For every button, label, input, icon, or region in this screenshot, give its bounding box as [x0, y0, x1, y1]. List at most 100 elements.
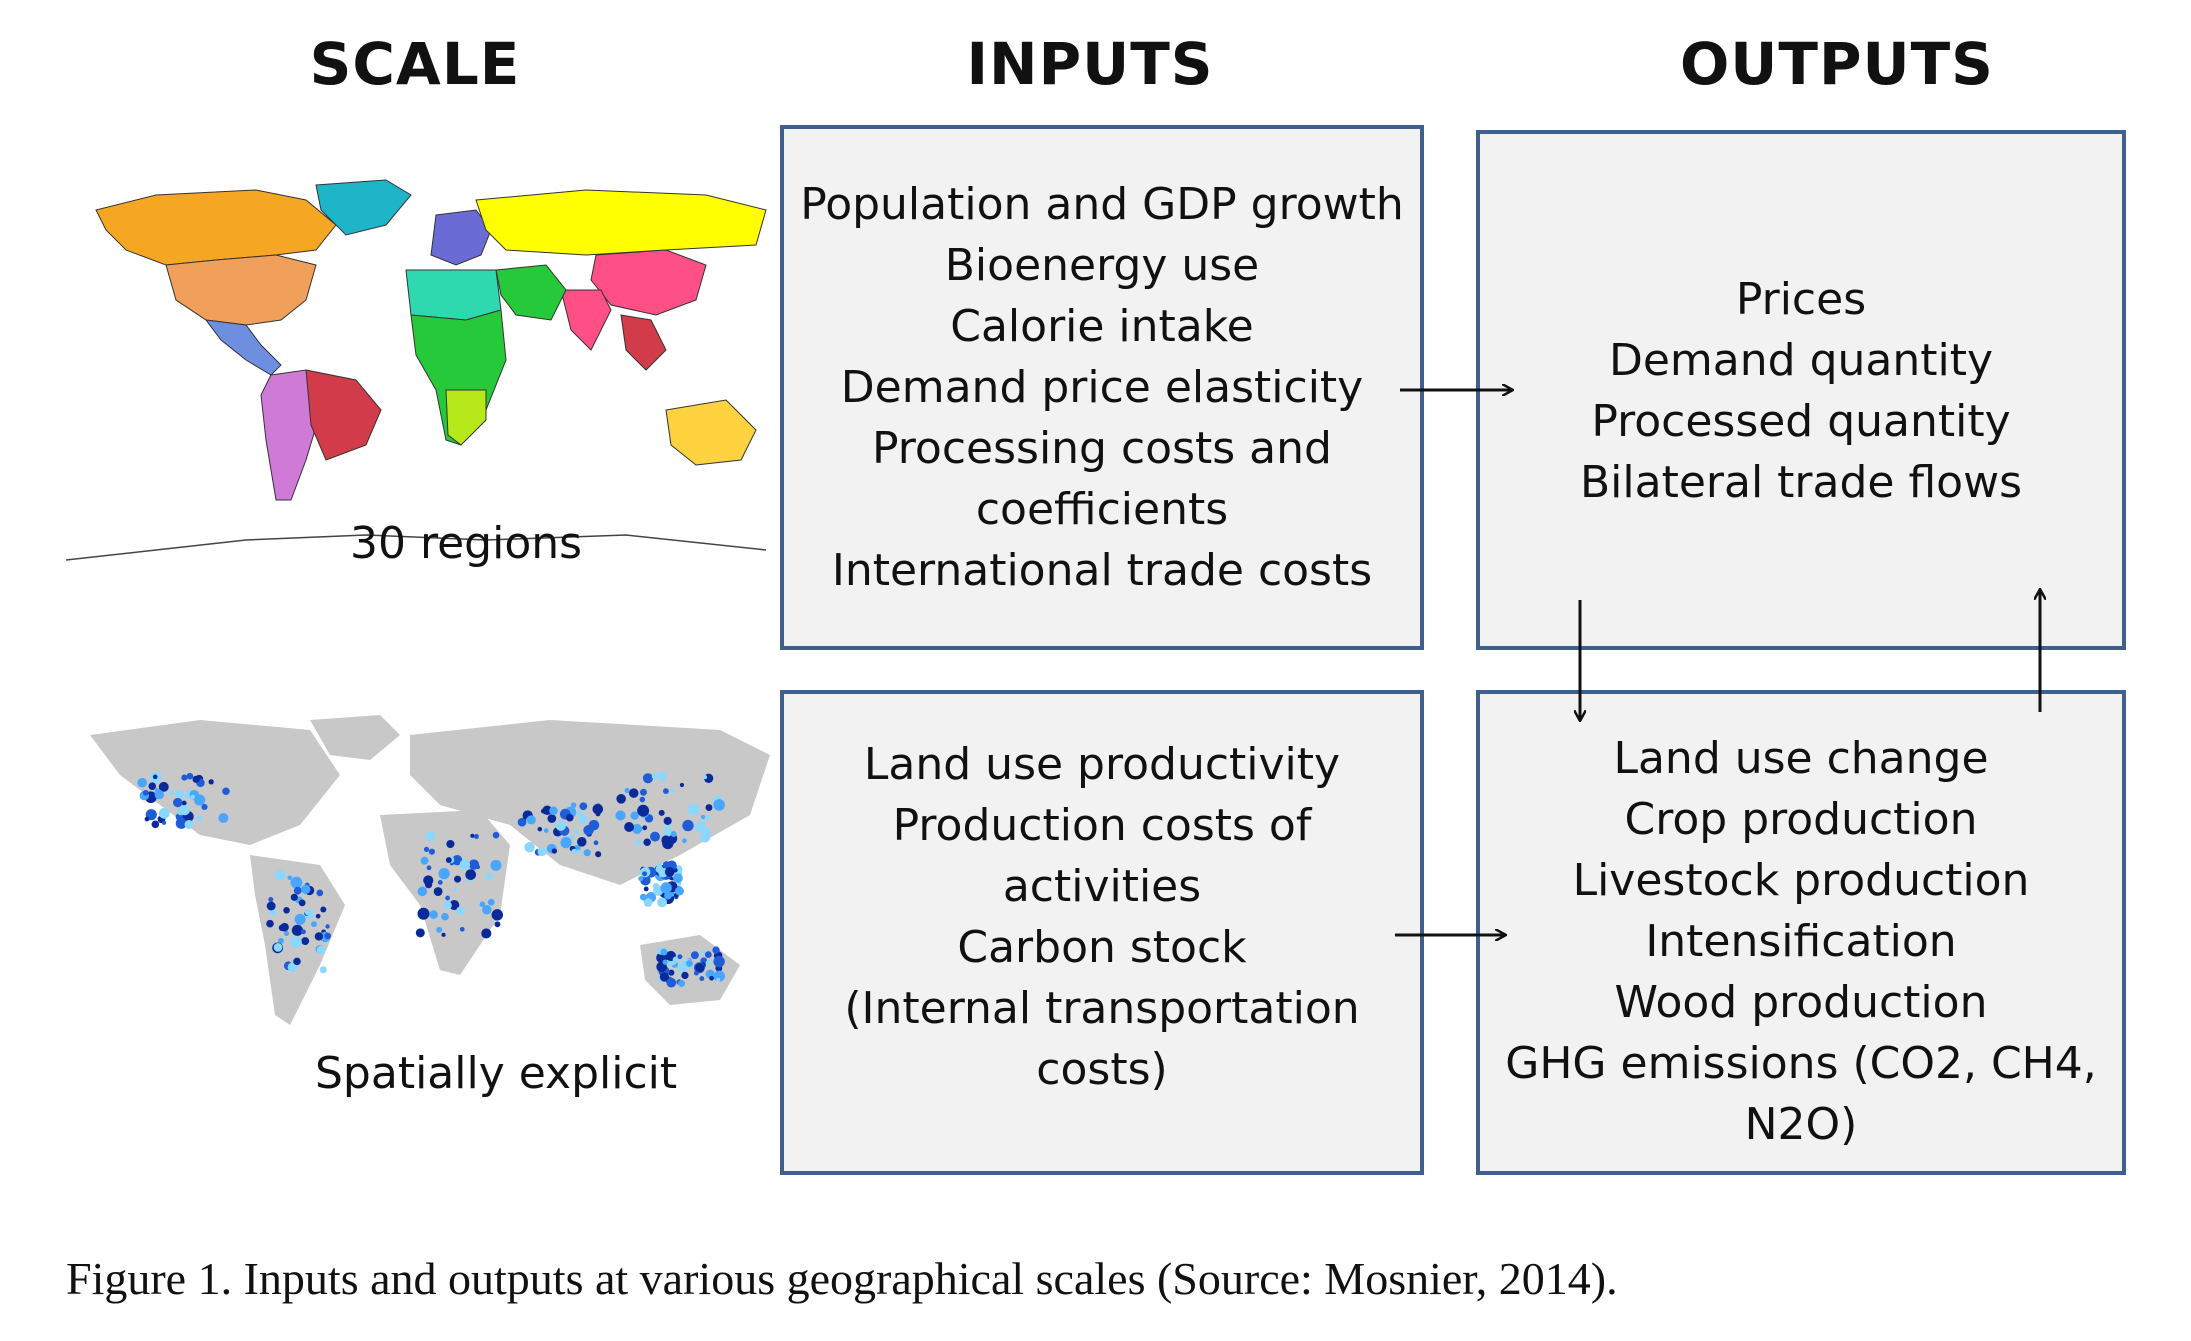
density-dot — [482, 904, 492, 915]
density-dot — [459, 926, 465, 932]
density-dot — [669, 892, 674, 897]
header-outputs: OUTPUTS — [1680, 30, 1994, 98]
inputs-bottom-box: Land use productivity Production costs of… — [780, 690, 1424, 1175]
density-dot — [650, 831, 660, 842]
region-china — [590, 249, 707, 316]
density-dot — [642, 825, 648, 831]
density-dot — [485, 872, 493, 880]
density-dot — [283, 906, 290, 914]
density-dot — [314, 932, 324, 941]
density-dot — [290, 893, 298, 901]
inputs-bottom-line: (Internal transportation — [844, 983, 1360, 1034]
density-dot — [423, 846, 430, 852]
density-dot — [148, 782, 157, 790]
density-dot — [154, 788, 159, 793]
inputs-top-line: coefficients — [975, 484, 1229, 535]
region-central-america — [204, 319, 282, 376]
inputs-bottom-line: Production costs of — [892, 800, 1312, 851]
density-dot — [662, 959, 668, 965]
density-dot — [666, 977, 677, 988]
inputs-bottom-line: Carbon stock — [957, 922, 1247, 973]
density-dot — [615, 810, 626, 821]
density-dot — [492, 831, 500, 839]
density-dot — [628, 788, 639, 798]
density-dot — [699, 831, 711, 843]
outputs-top-list: Prices Demand quantity Processed quantity B… — [1580, 269, 2022, 513]
density-dot — [173, 797, 183, 808]
density-dot — [524, 842, 535, 853]
inputs-top-list: Population and GDP growth Bioenergy use Ca… — [800, 174, 1404, 601]
density-dot — [454, 875, 462, 883]
density-dot — [660, 948, 668, 956]
density-dot — [473, 833, 479, 839]
header-scale: SCALE — [309, 30, 521, 98]
density-dot — [278, 937, 284, 944]
density-dot — [169, 790, 174, 795]
density-dot — [268, 897, 274, 903]
density-dot — [479, 901, 486, 908]
density-dot — [185, 793, 191, 799]
density-dot — [192, 775, 200, 783]
density-dot — [639, 796, 646, 803]
density-dot — [290, 936, 302, 948]
density-dot — [320, 906, 327, 913]
region-south-asia — [560, 289, 612, 351]
density-dot — [324, 932, 332, 940]
outputs-top-line: Bilateral trade flows — [1579, 457, 2023, 508]
density-dot — [443, 901, 452, 910]
density-dot — [158, 807, 170, 819]
density-dot — [555, 821, 563, 830]
density-dot — [186, 772, 194, 780]
density-dot — [526, 815, 536, 825]
density-dot — [201, 803, 208, 811]
density-dots — [137, 771, 725, 988]
density-dot — [709, 975, 714, 981]
density-dot — [137, 777, 148, 788]
density-dot — [592, 803, 604, 815]
density-dot — [190, 794, 196, 800]
density-dot — [643, 838, 651, 847]
density-dot — [456, 906, 465, 916]
density-dot — [573, 829, 579, 835]
density-dot — [175, 817, 187, 829]
density-dot — [579, 802, 588, 811]
land-africa — [380, 810, 510, 975]
density-dot — [668, 969, 675, 976]
density-dot — [632, 823, 643, 834]
density-dot — [651, 773, 658, 780]
density-dot — [441, 932, 446, 937]
density-dot — [639, 788, 647, 796]
region-europe — [430, 209, 492, 266]
density-dot — [537, 846, 547, 857]
density-dot — [547, 814, 557, 823]
outputs-bottom-line: Crop production — [1624, 794, 1978, 845]
density-dot — [679, 782, 685, 788]
density-dot — [595, 851, 602, 858]
region-canada — [95, 189, 337, 266]
outputs-bottom-line: N2O) — [1744, 1099, 1858, 1150]
density-dot — [316, 945, 326, 955]
density-dot — [218, 813, 229, 824]
density-dot — [436, 926, 443, 933]
density-dot — [266, 919, 274, 928]
outputs-bottom-line: Wood production — [1614, 977, 1988, 1028]
inputs-bottom-line: Land use productivity — [863, 739, 1341, 790]
density-dot — [293, 886, 302, 895]
inputs-top-line: Bioenergy use — [944, 240, 1260, 291]
density-dot — [446, 839, 455, 849]
density-dot — [657, 771, 667, 781]
density-dot — [616, 794, 626, 804]
density-dot — [685, 960, 693, 968]
density-dot — [588, 819, 600, 831]
density-dot — [465, 869, 477, 881]
density-dot — [661, 835, 671, 845]
density-dot — [716, 977, 721, 982]
density-dot — [437, 880, 443, 885]
density-dot — [301, 937, 310, 946]
outputs-bottom-line: GHG emissions (CO2, CH4, — [1505, 1038, 2097, 1089]
density-dot — [583, 849, 591, 857]
density-dot — [287, 962, 298, 973]
region-usa — [165, 254, 317, 326]
density-dot — [713, 799, 725, 811]
density-dot — [570, 802, 577, 808]
